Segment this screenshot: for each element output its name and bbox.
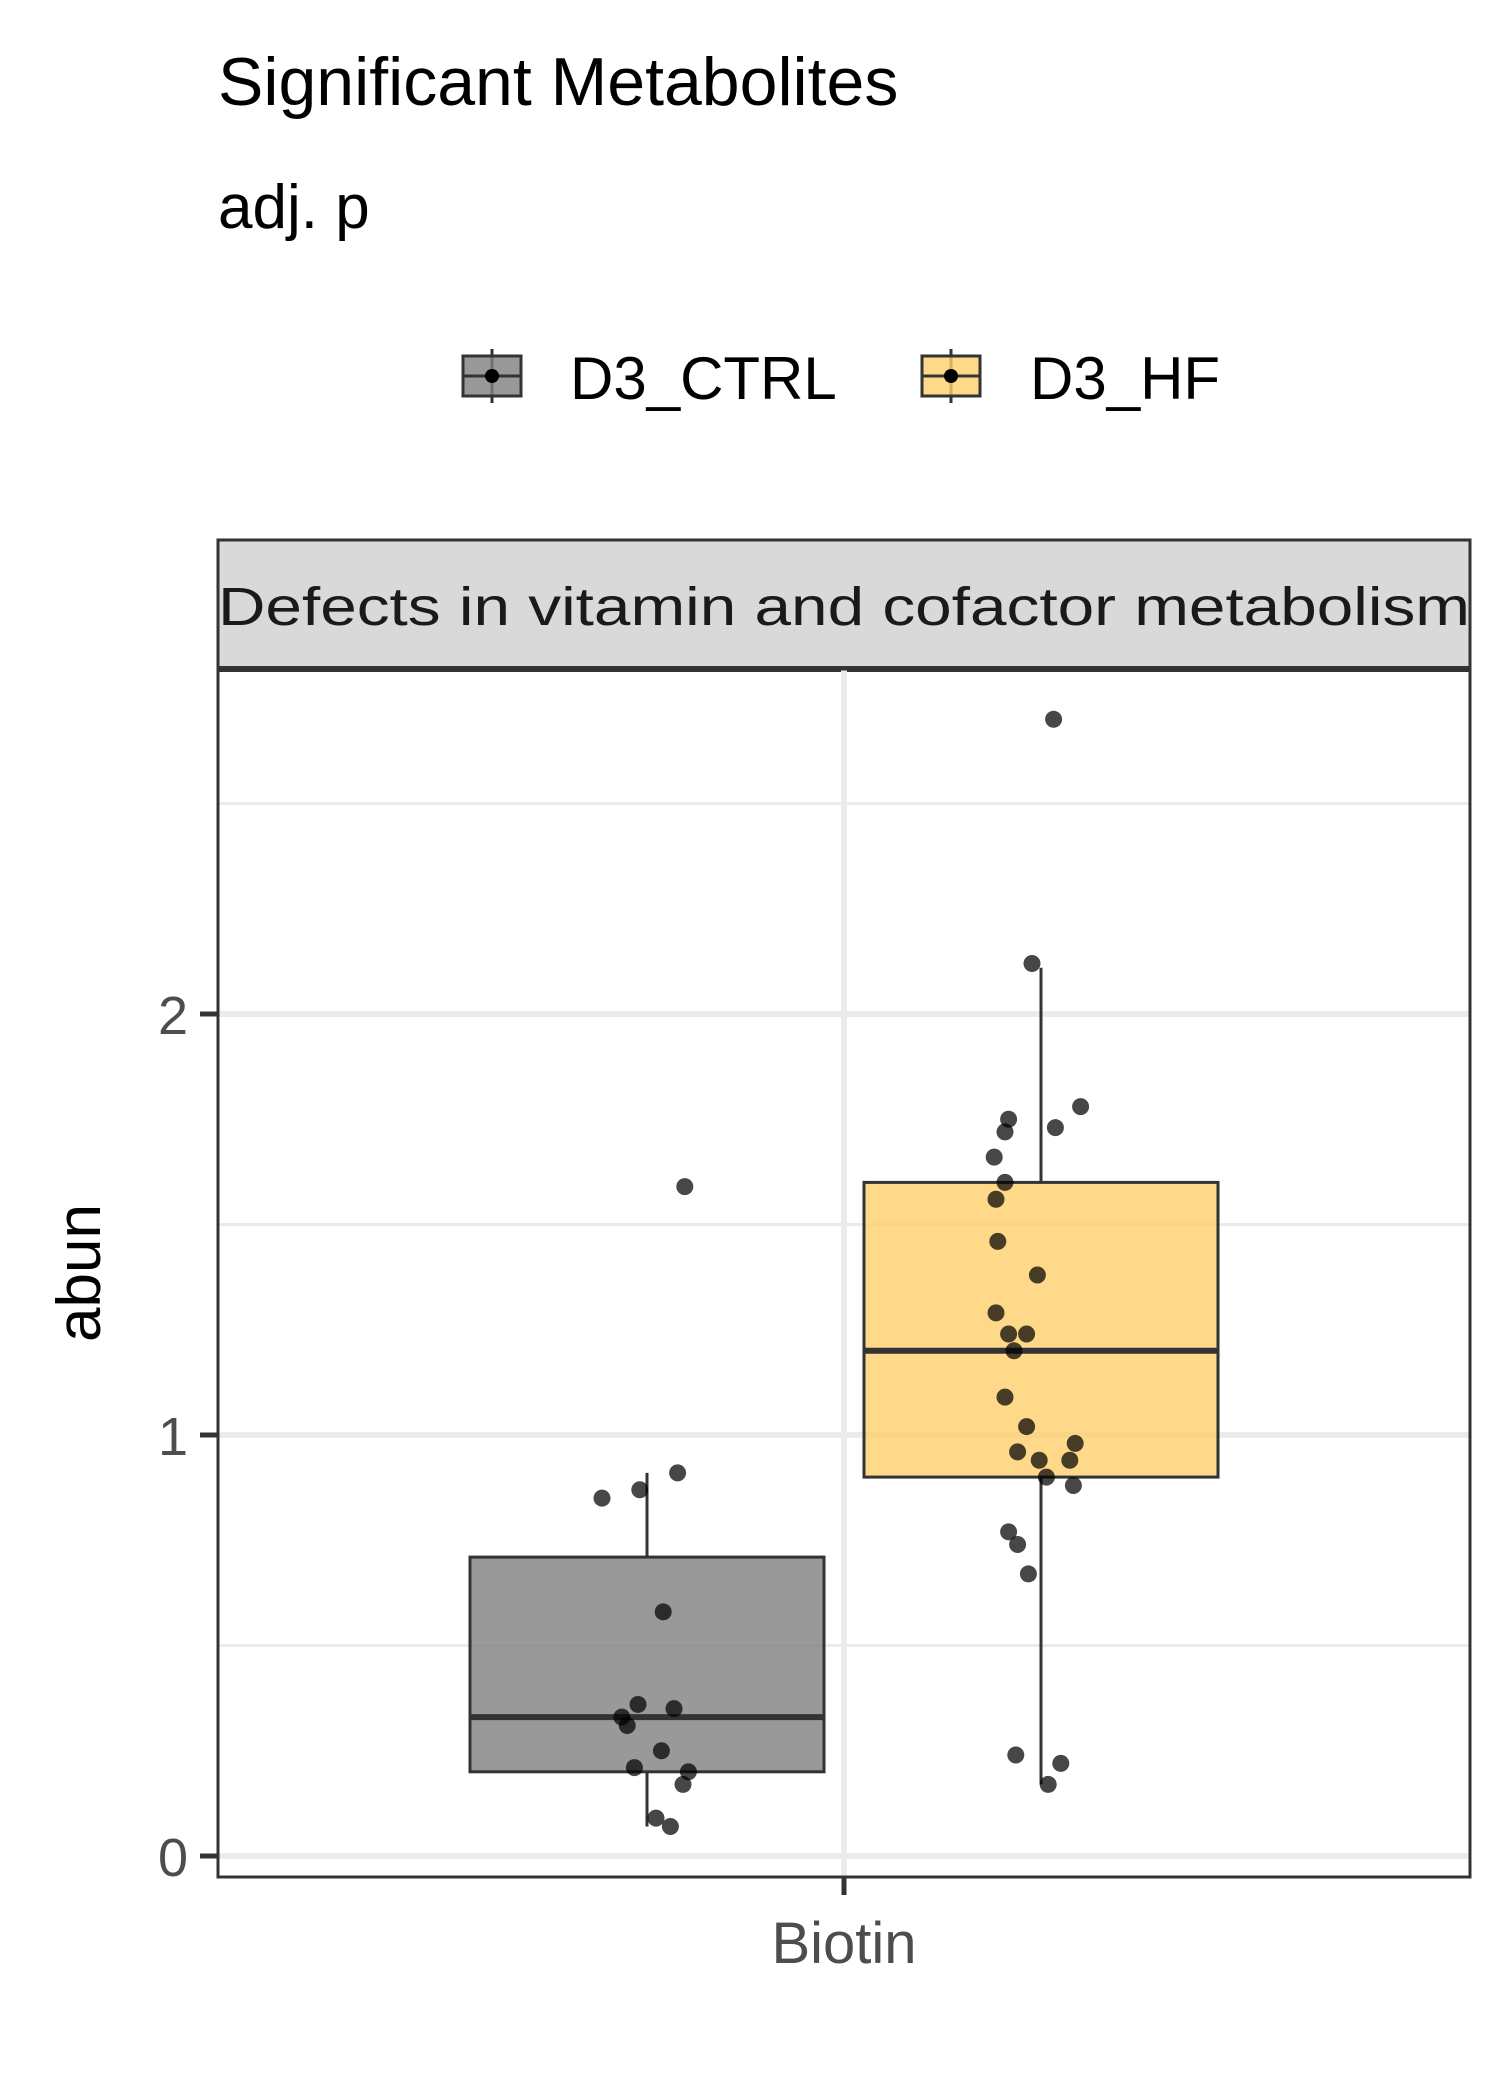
box-d3-hf	[862, 1180, 1220, 1479]
data-point-d3-ctrl	[654, 1603, 672, 1621]
data-point-d3-hf	[1023, 954, 1041, 972]
legend-key-point-d3-hf	[944, 369, 958, 383]
axes: 0 1 2 Biotin	[158, 986, 917, 1976]
box-layer	[468, 967, 1220, 1827]
legend-key-point-d3-ctrl	[485, 369, 499, 383]
facet-label: Defects in vitamin and cofactor metaboli…	[218, 577, 1470, 637]
data-point-d3-hf	[1072, 1098, 1090, 1116]
data-point-d3-hf	[987, 1190, 1005, 1208]
data-point-d3-hf	[987, 1304, 1005, 1322]
data-point-d3-hf	[1009, 1535, 1027, 1553]
data-point-d3-ctrl	[618, 1716, 636, 1734]
data-point-d3-hf	[1061, 1451, 1079, 1469]
legend-label-d3-ctrl: D3_CTRL	[570, 345, 837, 412]
legend: D3_CTRL D3_HF	[461, 345, 1220, 412]
data-point-d3-ctrl	[665, 1700, 683, 1718]
data-point-d3-ctrl	[631, 1481, 649, 1499]
data-point-d3-hf	[1005, 1342, 1023, 1360]
chart-subtitle: adj. p	[218, 173, 370, 242]
data-point-d3-hf	[985, 1148, 1003, 1166]
data-point-d3-hf	[1018, 1325, 1036, 1343]
data-point-d3-hf	[996, 1173, 1014, 1191]
data-point-d3-ctrl	[676, 1178, 694, 1196]
y-axis-label: abun	[45, 1204, 114, 1342]
data-point-d3-ctrl	[625, 1759, 643, 1777]
data-point-d3-hf	[1064, 1477, 1082, 1495]
data-point-d3-ctrl	[629, 1695, 647, 1713]
data-point-d3-hf	[1039, 1775, 1057, 1793]
data-point-d3-hf	[1028, 1266, 1046, 1284]
x-tick-label: Biotin	[771, 1911, 916, 1976]
y-tick-label: 2	[158, 986, 188, 1046]
data-point-d3-hf	[996, 1388, 1014, 1406]
data-point-d3-ctrl	[661, 1818, 679, 1836]
point-layer	[593, 710, 1090, 1836]
data-point-d3-ctrl	[674, 1775, 692, 1793]
data-point-d3-hf	[1009, 1443, 1027, 1461]
data-point-d3-hf	[1046, 1119, 1064, 1137]
data-point-d3-hf	[1018, 1418, 1036, 1436]
y-tick-label: 0	[158, 1828, 188, 1888]
facet-strip	[216, 538, 1472, 671]
data-point-d3-hf	[1000, 1325, 1018, 1343]
data-point-d3-hf	[1045, 710, 1063, 728]
chart-title: Significant Metabolites	[218, 44, 898, 120]
data-point-d3-hf	[1007, 1746, 1025, 1764]
data-point-d3-ctrl	[669, 1464, 687, 1482]
data-point-d3-hf	[1052, 1754, 1070, 1772]
data-point-d3-hf	[989, 1232, 1007, 1250]
data-point-d3-hf	[1037, 1468, 1055, 1486]
data-point-d3-ctrl	[652, 1742, 670, 1760]
legend-label-d3-hf: D3_HF	[1030, 345, 1220, 412]
data-point-d3-ctrl	[647, 1809, 665, 1827]
data-point-d3-hf	[1000, 1523, 1018, 1541]
grid-lines	[218, 669, 1470, 1877]
data-point-d3-hf	[1066, 1434, 1084, 1452]
data-point-d3-hf	[1030, 1451, 1048, 1469]
data-point-d3-hf	[1019, 1565, 1037, 1583]
data-point-d3-hf	[996, 1123, 1014, 1141]
box-d3-ctrl	[468, 1555, 826, 1774]
y-tick-label: 1	[158, 1407, 188, 1467]
data-point-d3-ctrl	[593, 1489, 611, 1507]
